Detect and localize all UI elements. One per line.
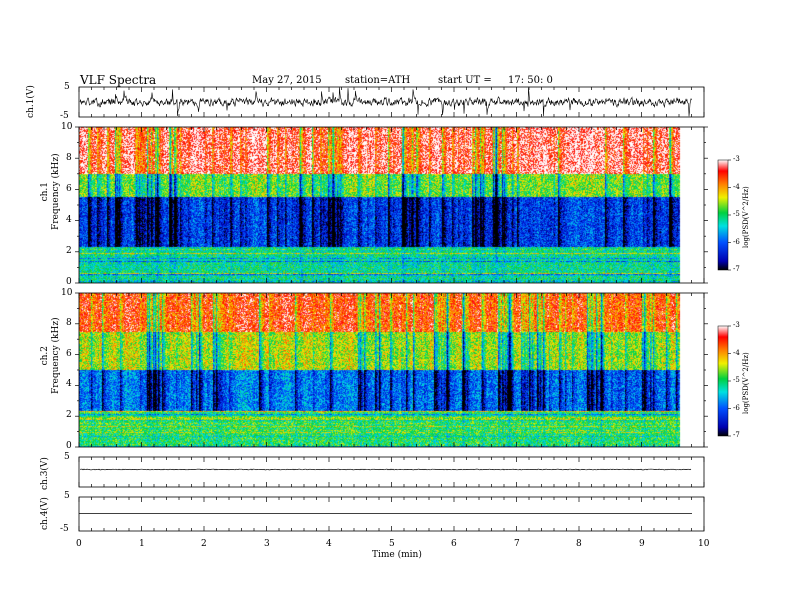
xtick-0: 0 — [76, 539, 82, 549]
axis-ticks — [75, 87, 708, 531]
xtick-6: 6 — [451, 539, 457, 549]
ch1-channel-label: ch.1 — [40, 181, 50, 202]
ch1-frequency-label: Frequency (kHz) — [51, 153, 61, 230]
xtick-3: 3 — [264, 539, 270, 549]
cb1-tick-neg6: -6 — [733, 238, 740, 246]
ch4-waveform-frame — [78, 496, 705, 532]
spec2-ytick-8: 8 — [66, 318, 72, 328]
spec1-ytick-8: 8 — [66, 153, 72, 163]
spec1-ytick-0: 0 — [66, 277, 72, 287]
ch1-waveform-line — [79, 87, 692, 117]
cb1-tick-neg3: -3 — [733, 155, 740, 163]
ch3-waveform-ylabel: ch.3(V) — [40, 457, 50, 490]
cb2-tick-neg7: -7 — [733, 431, 740, 439]
ch1-colorbar — [717, 159, 729, 271]
ch1-spectrogram-image — [79, 127, 692, 283]
ch1-ytick-5: 5 — [64, 82, 70, 92]
xtick-1: 1 — [139, 539, 145, 549]
figure-title: VLF Spectra — [80, 73, 157, 87]
spec2-ytick-6: 6 — [66, 349, 72, 359]
cb1-tick-neg4: -4 — [733, 183, 740, 191]
date-label: May 27, 2015 — [252, 75, 322, 86]
xtick-10: 10 — [698, 539, 710, 549]
ch1-spectrogram-ylabel: ch.1 Frequency (kHz) — [40, 153, 62, 230]
ch4-waveform-ylabel: ch.4(V) — [40, 497, 50, 530]
ch2-colorbar — [717, 325, 729, 437]
ch2-frequency-label: Frequency (kHz) — [51, 317, 61, 394]
xtick-5: 5 — [389, 539, 395, 549]
ch3-ytick-5: 5 — [64, 452, 70, 462]
cb2-label: log(PSD(V^2/Hz) — [742, 352, 750, 414]
xtick-2: 2 — [201, 539, 207, 549]
spec2-ytick-4: 4 — [66, 379, 72, 389]
cb2-tick-neg6: -6 — [733, 404, 740, 412]
cb1-tick-neg5: -5 — [733, 210, 740, 218]
cb1-tick-neg7: -7 — [733, 265, 740, 273]
ch2-spectrogram-image — [79, 293, 692, 447]
station-label: station=ATH — [345, 75, 411, 86]
ch4-ytick-5: 5 — [64, 491, 70, 501]
start-time-value: 17: 50: 0 — [508, 75, 553, 86]
spec1-ytick-4: 4 — [66, 215, 72, 225]
ch1-waveform-ylabel: ch.1(V) — [26, 85, 36, 118]
cb2-tick-neg4: -4 — [733, 349, 740, 357]
start-time-prefix: start UT = — [438, 75, 492, 86]
spec1-ytick-6: 6 — [66, 184, 72, 194]
xtick-4: 4 — [326, 539, 332, 549]
cb2-tick-neg3: -3 — [733, 321, 740, 329]
xtick-9: 9 — [639, 539, 645, 549]
xtick-7: 7 — [514, 539, 520, 549]
ch2-spectrogram-ylabel: ch.2 Frequency (kHz) — [40, 317, 62, 394]
spec2-ytick-0: 0 — [66, 441, 72, 451]
spec2-ytick-2: 2 — [66, 410, 72, 420]
spec2-ytick-10: 10 — [61, 288, 73, 298]
ch3-waveform-line — [79, 468, 692, 471]
cb1-label: log(PSD(V^2/Hz) — [742, 186, 750, 248]
ch1-ytick-neg5: -5 — [60, 111, 69, 121]
spec1-ytick-2: 2 — [66, 246, 72, 256]
x-axis-label: Time (min) — [372, 550, 422, 560]
ch2-channel-label: ch.2 — [40, 345, 50, 366]
xtick-8: 8 — [576, 539, 582, 549]
ch4-ytick-neg5: -5 — [60, 524, 69, 534]
cb2-tick-neg5: -5 — [733, 376, 740, 384]
spec1-ytick-10: 10 — [61, 122, 73, 132]
